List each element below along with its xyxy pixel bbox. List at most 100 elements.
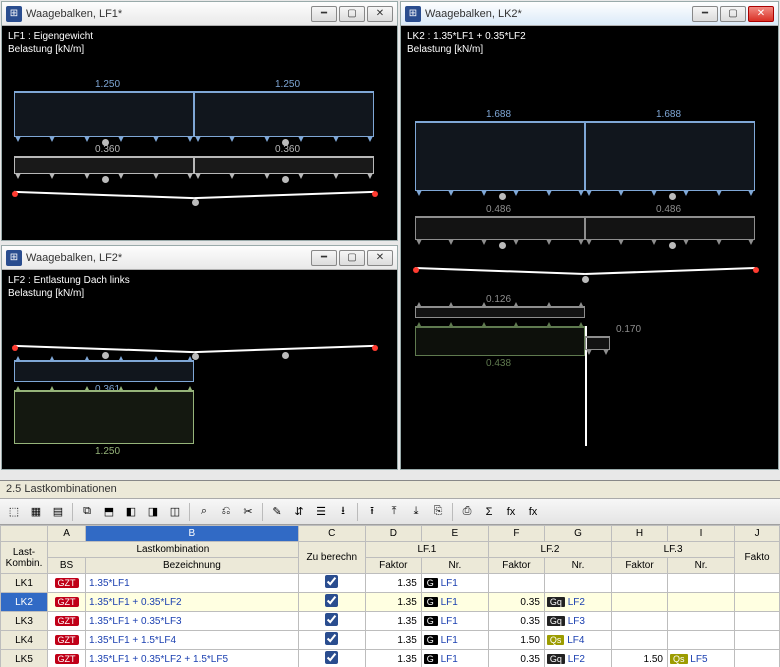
cell-empty[interactable]	[612, 631, 668, 650]
cell-empty[interactable]	[667, 612, 734, 631]
column-letter[interactable]: D	[365, 526, 421, 542]
toolbar-button-6[interactable]: ◨	[143, 502, 163, 522]
maximize-button[interactable]: ▢	[339, 6, 365, 22]
cell-faktor[interactable]: 1.35	[365, 631, 421, 650]
cell-empty[interactable]	[735, 612, 780, 631]
cell-bezeichnung[interactable]: 1.35*LF1 + 0.35*LF2	[86, 593, 299, 612]
column-letter[interactable]: F	[488, 526, 544, 542]
cell-faktor[interactable]: 1.35	[365, 612, 421, 631]
toolbar-button-20[interactable]: Σ	[479, 502, 499, 522]
minimize-button[interactable]: ━	[311, 6, 337, 22]
toolbar-button-14[interactable]: ⭳	[333, 502, 353, 522]
cell-lf-nr[interactable]: G LF1	[421, 612, 488, 631]
maximize-button[interactable]: ▢	[339, 250, 365, 266]
toolbar-button-1[interactable]: ▦	[26, 502, 46, 522]
titlebar[interactable]: ⊞ Waagebalken, LF2* ━ ▢ ✕	[2, 246, 397, 270]
column-letter[interactable]: E	[421, 526, 488, 542]
column-letter[interactable]: I	[667, 526, 734, 542]
toolbar-button-9[interactable]: ⎌	[216, 502, 236, 522]
toolbar-button-11[interactable]: ✎	[267, 502, 287, 522]
cell-empty[interactable]	[544, 574, 611, 593]
table-row[interactable]: LK1GZT1.35*LF11.35G LF1	[1, 574, 780, 593]
minimize-button[interactable]: ━	[311, 250, 337, 266]
cell-faktor[interactable]: 0.35	[488, 650, 544, 667]
row-id[interactable]: LK2	[1, 593, 48, 612]
cell-bezeichnung[interactable]: 1.35*LF1 + 0.35*LF2 + 1.5*LF5	[86, 650, 299, 667]
cell-faktor[interactable]: 1.50	[488, 631, 544, 650]
toolbar-button-7[interactable]: ◫	[165, 502, 185, 522]
row-id[interactable]: LK5	[1, 650, 48, 667]
cell-calc[interactable]	[298, 574, 365, 593]
table-row[interactable]: LK4GZT1.35*LF1 + 1.5*LF4 1.35G LF11.50Qs …	[1, 631, 780, 650]
cell-calc[interactable]	[298, 593, 365, 612]
cell-lf-nr[interactable]: Gq LF2	[544, 593, 611, 612]
cell-faktor[interactable]: 1.35	[365, 593, 421, 612]
window-lf2[interactable]: ⊞ Waagebalken, LF2* ━ ▢ ✕ LF2 : Entlastu…	[1, 245, 398, 470]
cell-lf-nr[interactable]: Gq LF2	[544, 650, 611, 667]
cell-calc[interactable]	[298, 631, 365, 650]
column-letter[interactable]: A	[48, 526, 86, 542]
maximize-button[interactable]: ▢	[720, 6, 746, 22]
cell-faktor[interactable]: 0.35	[488, 593, 544, 612]
cell-lf-nr[interactable]: Qs LF5	[667, 650, 734, 667]
cell-empty[interactable]	[667, 593, 734, 612]
cell-empty[interactable]	[667, 631, 734, 650]
toolbar-button-21[interactable]: fx	[501, 502, 521, 522]
toolbar-button-22[interactable]: fx	[523, 502, 543, 522]
table-row[interactable]: LK2GZT1.35*LF1 + 0.35*LF21.35G LF10.35Gq…	[1, 593, 780, 612]
cell-bezeichnung[interactable]: 1.35*LF1 + 1.5*LF4	[86, 631, 299, 650]
cell-empty[interactable]	[735, 631, 780, 650]
cell-empty[interactable]	[612, 574, 668, 593]
cell-bs[interactable]: GZT	[48, 631, 86, 650]
close-button[interactable]: ✕	[367, 250, 393, 266]
column-letter[interactable]: B	[86, 526, 299, 542]
cell-calc[interactable]	[298, 650, 365, 667]
toolbar-button-17[interactable]: ⤓	[406, 502, 426, 522]
cell-lf-nr[interactable]: G LF1	[421, 574, 488, 593]
toolbar-button-19[interactable]: ⎙	[457, 502, 477, 522]
cell-lf-nr[interactable]: Gq LF3	[544, 612, 611, 631]
calc-checkbox[interactable]	[325, 594, 338, 607]
cell-faktor[interactable]: 0.35	[488, 612, 544, 631]
toolbar-button-8[interactable]: ⌕	[194, 502, 214, 522]
cell-lf-nr[interactable]: G LF1	[421, 593, 488, 612]
toolbar-button-10[interactable]: ✂	[238, 502, 258, 522]
cell-bs[interactable]: GZT	[48, 574, 86, 593]
toolbar-button-2[interactable]: ▤	[48, 502, 68, 522]
toolbar-button-13[interactable]: ☰	[311, 502, 331, 522]
cell-empty[interactable]	[735, 574, 780, 593]
toolbar-button-4[interactable]: ⬒	[99, 502, 119, 522]
toolbar-button-12[interactable]: ⇵	[289, 502, 309, 522]
row-id[interactable]: LK4	[1, 631, 48, 650]
table-row[interactable]: LK5GZT1.35*LF1 + 0.35*LF2 + 1.5*LF51.35G…	[1, 650, 780, 667]
toolbar-button-16[interactable]: ⤒	[384, 502, 404, 522]
calc-checkbox[interactable]	[325, 575, 338, 588]
close-button[interactable]: ✕	[748, 6, 774, 22]
cell-empty[interactable]	[735, 650, 780, 667]
window-lf1[interactable]: ⊞ Waagebalken, LF1* ━ ▢ ✕ LF1 : Eigengew…	[1, 1, 398, 241]
calc-checkbox[interactable]	[325, 651, 338, 664]
toolbar-button-5[interactable]: ◧	[121, 502, 141, 522]
minimize-button[interactable]: ━	[692, 6, 718, 22]
cell-faktor[interactable]: 1.35	[365, 650, 421, 667]
cell-bs[interactable]: GZT	[48, 650, 86, 667]
cell-empty[interactable]	[667, 574, 734, 593]
calc-checkbox[interactable]	[325, 632, 338, 645]
cell-empty[interactable]	[612, 612, 668, 631]
column-letter[interactable]: C	[298, 526, 365, 542]
column-letter[interactable]	[1, 526, 48, 542]
cell-bezeichnung[interactable]: 1.35*LF1	[86, 574, 299, 593]
cell-empty[interactable]	[488, 574, 544, 593]
row-id[interactable]: LK1	[1, 574, 48, 593]
titlebar[interactable]: ⊞ Waagebalken, LF1* ━ ▢ ✕	[2, 2, 397, 26]
cell-bezeichnung[interactable]: 1.35*LF1 + 0.35*LF3	[86, 612, 299, 631]
cell-lf-nr[interactable]: Qs LF4	[544, 631, 611, 650]
toolbar-button-15[interactable]: ⭱	[362, 502, 382, 522]
close-button[interactable]: ✕	[367, 6, 393, 22]
cell-lf-nr[interactable]: G LF1	[421, 631, 488, 650]
cell-lf-nr[interactable]: G LF1	[421, 650, 488, 667]
column-letter[interactable]: G	[544, 526, 611, 542]
window-lk2[interactable]: ⊞ Waagebalken, LK2* ━ ▢ ✕ LK2 : 1.35*LF1…	[400, 1, 779, 470]
cell-calc[interactable]	[298, 612, 365, 631]
table-row[interactable]: LK3GZT1.35*LF1 + 0.35*LF31.35G LF10.35Gq…	[1, 612, 780, 631]
